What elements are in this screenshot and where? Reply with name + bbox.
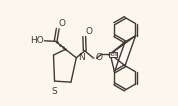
Text: O: O [85, 26, 92, 36]
Text: HO: HO [30, 36, 44, 45]
Text: S: S [52, 87, 57, 96]
Text: Abs: Abs [108, 52, 119, 57]
Text: O: O [95, 53, 102, 62]
FancyBboxPatch shape [109, 52, 117, 57]
Text: N: N [78, 53, 85, 62]
Text: O: O [59, 19, 66, 28]
